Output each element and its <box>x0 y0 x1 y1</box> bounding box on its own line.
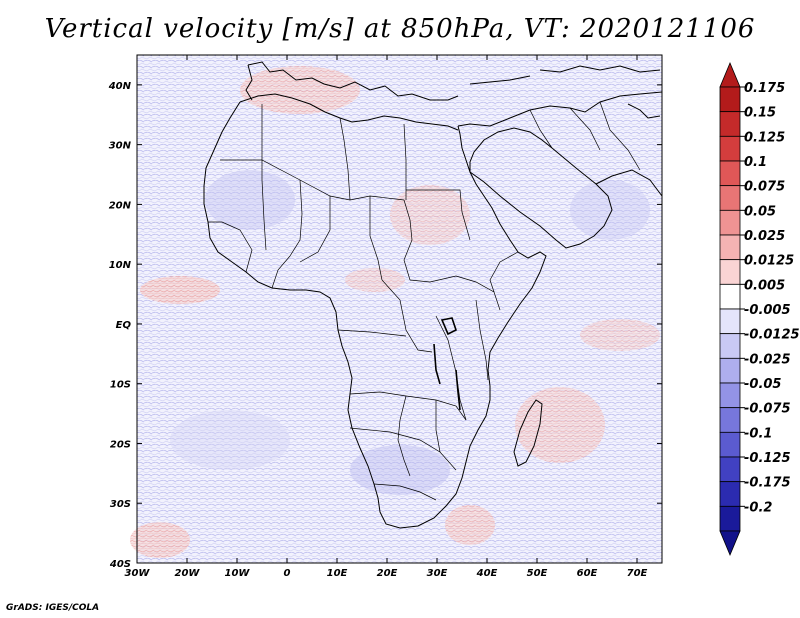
lon-tick-label: 10E <box>327 568 348 579</box>
colorbar-label: -0.1 <box>744 426 772 441</box>
lake-victoria <box>440 317 457 336</box>
lat-tick-label: EQ <box>116 320 132 331</box>
lat-tick-label: 20S <box>110 439 131 450</box>
lakes <box>433 317 461 411</box>
upward-motion-area <box>580 319 660 351</box>
lat-tick-label: 40N <box>108 81 132 92</box>
map-title: Vertical velocity [m/s] at 850hPa, VT: 2… <box>44 14 756 44</box>
colorbar-label: -0.2 <box>744 500 772 515</box>
colorbar: 0.175 0.15 0.125 0.1 0.075 0.05 0.025 0.0125 0.0… <box>719 61 800 557</box>
lake-tanganyika <box>433 343 441 385</box>
colorbar-label: -0.075 <box>744 402 791 417</box>
colorbar-label: 0.005 <box>744 278 785 293</box>
lon-tick-label: 0 <box>284 568 291 579</box>
colorbar-label: 0.125 <box>744 130 785 145</box>
grads-credit: GrADS: IGES/COLA <box>6 603 100 613</box>
downward-motion-area <box>205 170 295 230</box>
colorbar-swatch <box>719 308 741 335</box>
map-panel <box>130 55 663 563</box>
colorbar-label: 0.0125 <box>744 254 794 269</box>
upward-motion-area <box>140 276 220 304</box>
map-frame <box>136 54 663 564</box>
madagascar <box>513 399 543 467</box>
downward-motion-area <box>170 410 290 470</box>
downward-motion-area <box>350 445 450 495</box>
longitude-axis: 30W 20W 10W 0 10E 20E 30E 40E 50E 60E 70E <box>125 55 648 579</box>
colorbar-arrow-bottom <box>719 530 741 557</box>
colorbar-label: 0.05 <box>744 204 776 219</box>
colorbar-swatch <box>719 234 741 261</box>
colorbar-swatch <box>719 259 741 285</box>
colorbar-swatch <box>719 86 741 113</box>
upward-motion-area <box>240 66 360 114</box>
country-borders <box>208 101 641 501</box>
colorbar-swatch <box>719 456 741 483</box>
iran-coast <box>595 169 663 197</box>
lon-tick-label: 50E <box>527 568 548 579</box>
colorbar-label: 0.025 <box>744 229 785 244</box>
upward-motion-area <box>345 268 405 292</box>
colorbar-label: 0.15 <box>744 106 776 121</box>
colorbar-arrow-top <box>719 61 741 88</box>
lat-tick-label: 30N <box>109 141 132 152</box>
downward-motion-area <box>570 180 650 240</box>
colorbar-label: -0.0125 <box>744 328 800 343</box>
colorbar-swatch <box>719 111 741 137</box>
lon-tick-label: 10W <box>225 568 251 579</box>
lon-tick-label: 30E <box>427 568 448 579</box>
colorbar-swatch <box>719 135 741 162</box>
colorbar-swatch <box>719 333 741 359</box>
colorbar-label: -0.05 <box>744 377 781 392</box>
lon-tick-label: 30W <box>125 568 151 579</box>
upward-motion-area <box>390 185 470 245</box>
colorbar-swatch <box>719 209 741 236</box>
lat-tick-label: 10N <box>109 260 132 271</box>
colorbar-label: 0.175 <box>744 81 785 96</box>
colorbar-label: 0.1 <box>744 155 767 170</box>
lon-tick-label: 20E <box>377 568 398 579</box>
colorbar-swatch <box>719 407 741 433</box>
upward-motion-area <box>445 505 495 545</box>
lake-malawi <box>455 369 461 411</box>
colorbar-swatch <box>719 505 741 532</box>
colorbar-label: 0.075 <box>744 180 785 195</box>
colorbar-swatch <box>719 160 741 187</box>
lat-tick-label: 20N <box>109 200 132 211</box>
latitude-axis: 40N 30N 20N 10N EQ 10S 20S 30S 40S <box>108 81 662 570</box>
velocity-field-background <box>137 55 662 563</box>
colorbar-swatch <box>719 283 741 310</box>
colorbar-swatch <box>719 185 741 211</box>
upward-motion-area <box>515 387 605 463</box>
colorbar-swatch <box>719 382 741 409</box>
colorbar-label: -0.175 <box>744 476 791 491</box>
colorbar-label: -0.005 <box>744 303 791 318</box>
africa-coastline <box>203 101 547 529</box>
lat-tick-label: 30S <box>110 499 131 510</box>
coastlines <box>203 61 663 529</box>
colorbar-swatch <box>719 481 741 507</box>
upward-motion-area <box>130 522 190 558</box>
colorbar-label: -0.125 <box>744 451 791 466</box>
lon-tick-label: 60E <box>577 568 598 579</box>
lat-tick-label: 10S <box>110 380 131 391</box>
mediterranean-north-coast <box>247 61 459 101</box>
lat-tick-label: 40S <box>109 559 131 570</box>
lon-tick-label: 70E <box>627 568 648 579</box>
colorbar-swatch <box>719 431 741 458</box>
lon-tick-label: 20W <box>175 568 201 579</box>
colorbar-swatch <box>719 357 741 384</box>
colorbar-label: -0.025 <box>744 352 791 367</box>
lon-tick-label: 40E <box>476 568 498 579</box>
